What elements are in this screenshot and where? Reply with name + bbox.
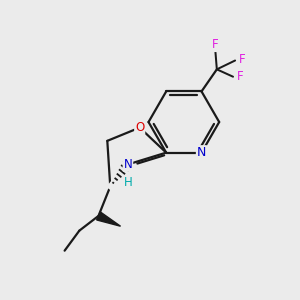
Polygon shape — [97, 212, 121, 226]
Text: F: F — [239, 52, 246, 65]
Text: N: N — [197, 146, 206, 159]
Text: H: H — [124, 176, 132, 190]
Text: O: O — [135, 121, 144, 134]
Text: F: F — [237, 70, 244, 83]
Text: F: F — [212, 38, 219, 51]
Text: N: N — [124, 158, 132, 171]
